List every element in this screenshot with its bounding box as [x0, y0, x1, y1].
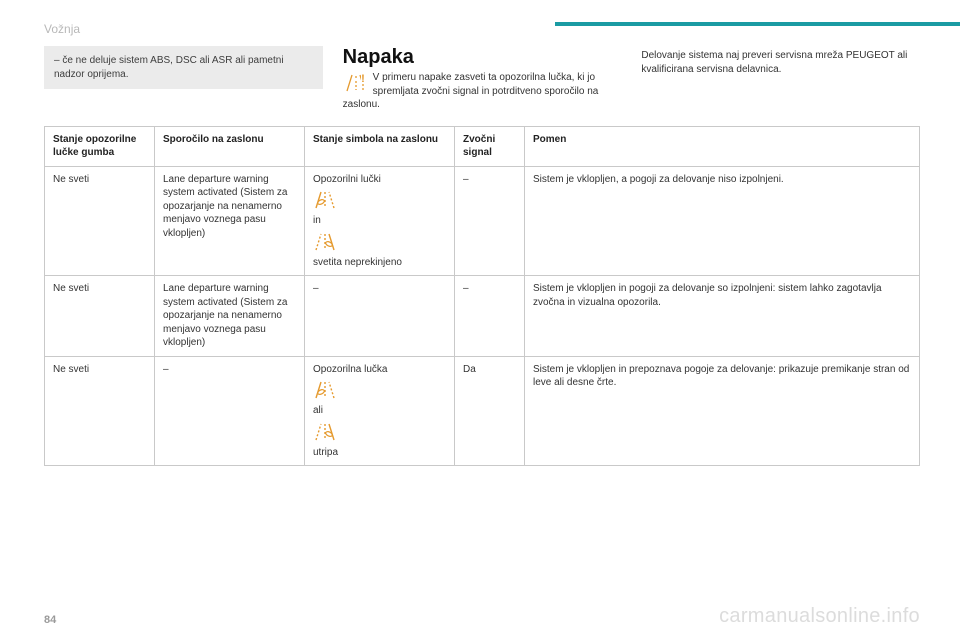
cell-audible: –: [455, 276, 525, 357]
grey-note: – če ne deluje sistem ABS, DSC ali ASR a…: [44, 46, 323, 89]
fault-title: Napaka: [343, 46, 622, 69]
cell-symbol: Opozorilna lučka ali: [305, 356, 455, 466]
cell-meaning: Sistem je vklopljen, a pogoji za delovan…: [525, 166, 920, 276]
symbol-text-b: svetita neprekinjeno: [313, 256, 446, 270]
symbol-group: Opozorilni lučki in: [313, 173, 446, 270]
cell-symbol: Opozorilni lučki in: [305, 166, 455, 276]
cell-message: Lane departure warning system activated …: [155, 166, 305, 276]
service-body: Delovanje sistema naj preveri servisna m…: [641, 46, 920, 76]
cell-meaning: Sistem je vklopljen in pogoji za delovan…: [525, 276, 920, 357]
fault-body: V primeru napake zasveti ta opozorilna l…: [343, 72, 599, 110]
table-row: Ne sveti Lane departure warning system a…: [45, 276, 920, 357]
fault-paragraph: ! V primeru napake zasveti ta opozorilna…: [343, 71, 622, 112]
symbol-text-mid: ali: [313, 404, 446, 418]
accent-bar: [555, 22, 960, 26]
status-table: Stanje opozorilne lučke gumba Sporočilo …: [44, 126, 920, 467]
cell-audible: –: [455, 166, 525, 276]
lane-warning-icon: !: [345, 73, 367, 93]
cell-message: –: [155, 356, 305, 466]
symbol-group: Opozorilna lučka ali: [313, 363, 446, 460]
cell-message: Lane departure warning system activated …: [155, 276, 305, 357]
table-row: Ne sveti Lane departure warning system a…: [45, 166, 920, 276]
cell-symbol: –: [305, 276, 455, 357]
cell-audible: Da: [455, 356, 525, 466]
th-meaning: Pomen: [525, 126, 920, 166]
symbol-text-a: Opozorilna lučka: [313, 363, 446, 377]
table-row: Ne sveti – Opozorilna lučka: [45, 356, 920, 466]
lane-right-icon: [313, 422, 446, 442]
lane-left-icon: [313, 190, 446, 210]
th-indicator: Stanje opozorilne lučke gumba: [45, 126, 155, 166]
col-2: Napaka ! V primeru napake zasveti ta opo…: [343, 46, 622, 112]
page-number: 84: [44, 614, 56, 626]
symbol-text-mid: in: [313, 214, 446, 228]
watermark: carmanualsonline.info: [719, 605, 920, 628]
cell-indicator: Ne sveti: [45, 166, 155, 276]
col-1: – če ne deluje sistem ABS, DSC ali ASR a…: [44, 46, 323, 112]
cell-indicator: Ne sveti: [45, 356, 155, 466]
cell-meaning: Sistem je vklopljen in prepoznava pogoje…: [525, 356, 920, 466]
symbol-text-b: utripa: [313, 446, 446, 460]
svg-text:!: !: [361, 73, 365, 85]
th-symbol: Stanje simbola na zaslonu: [305, 126, 455, 166]
col-3: Delovanje sistema naj preveri servisna m…: [641, 46, 920, 112]
lane-left-icon: [313, 380, 446, 400]
lane-right-icon: [313, 232, 446, 252]
table-header-row: Stanje opozorilne lučke gumba Sporočilo …: [45, 126, 920, 166]
th-message: Sporočilo na zaslonu: [155, 126, 305, 166]
intro-columns: – če ne deluje sistem ABS, DSC ali ASR a…: [44, 46, 920, 112]
cell-indicator: Ne sveti: [45, 276, 155, 357]
th-audible: Zvočni signal: [455, 126, 525, 166]
symbol-text-a: Opozorilni lučki: [313, 173, 446, 187]
